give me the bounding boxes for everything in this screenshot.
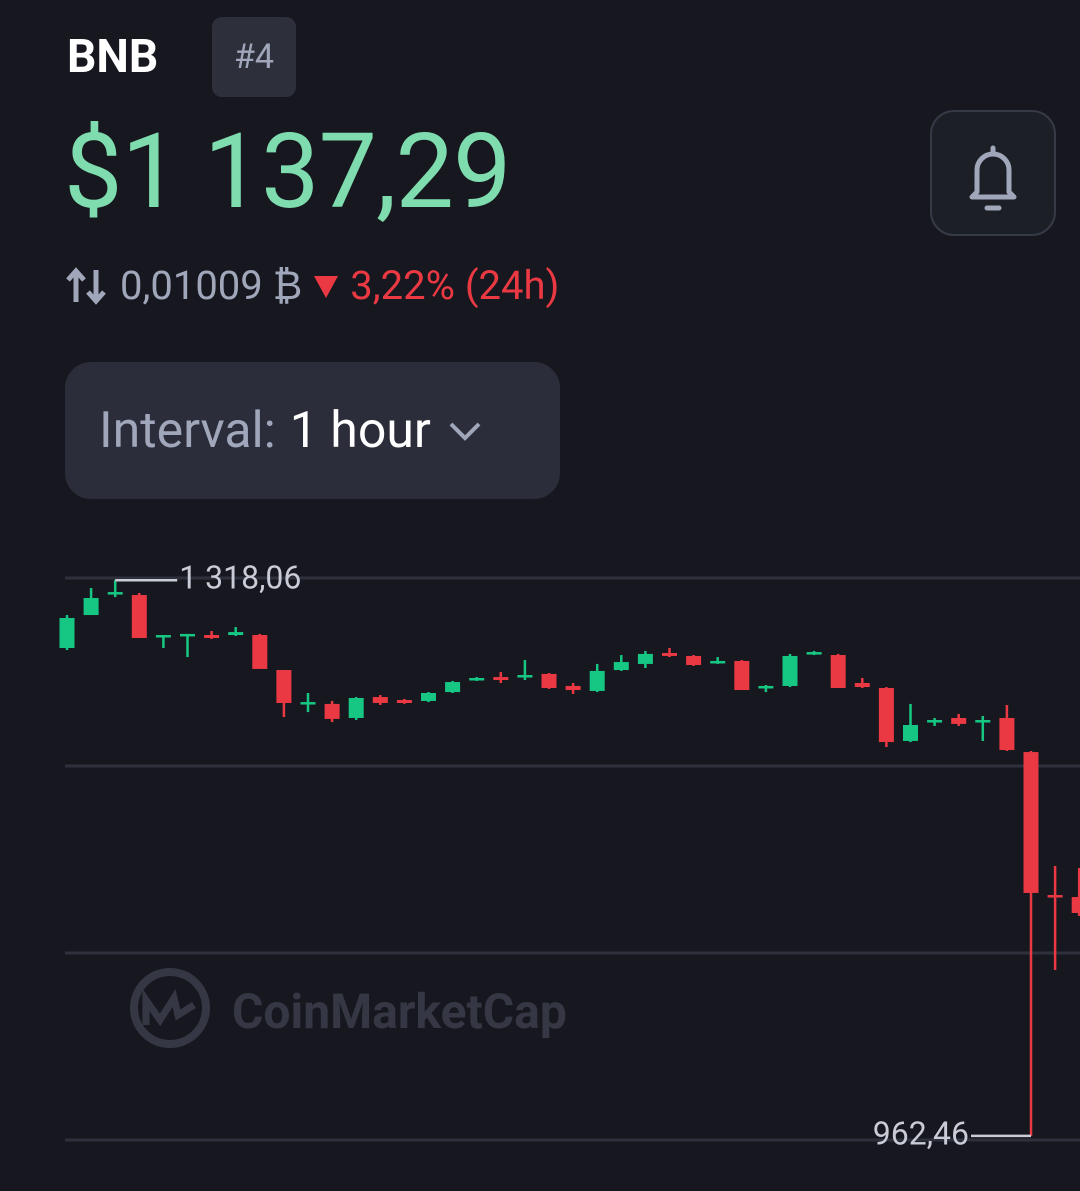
annotation-label: 1 318,06 — [179, 559, 301, 597]
coin-price: $1 137,29 — [64, 112, 511, 233]
candle-body — [421, 692, 436, 701]
candle-body — [228, 632, 244, 636]
candle-body — [252, 635, 268, 669]
interval-label: Interval: — [99, 401, 276, 460]
candle-body — [565, 685, 581, 691]
candle-body — [589, 670, 605, 691]
candle-body — [59, 617, 75, 648]
candle-body — [637, 653, 653, 664]
price-stats: 0,01009 ₿ 3,22% (24h) — [64, 262, 559, 309]
candle-body — [878, 687, 894, 743]
candle-body — [493, 677, 509, 681]
candle-body — [131, 595, 147, 638]
candle-body — [348, 697, 364, 718]
candle-body — [1047, 895, 1063, 898]
candle-body — [324, 703, 340, 719]
bell-icon — [969, 145, 1017, 211]
candle-body — [758, 685, 774, 689]
candle-body — [469, 677, 485, 681]
change-value: 3,22% — [350, 262, 455, 309]
candle-body — [396, 700, 412, 703]
alert-button[interactable] — [930, 110, 1056, 236]
candle-body — [276, 670, 292, 703]
candle-body — [107, 592, 123, 595]
annotation-label: 962,46 — [873, 1114, 969, 1152]
candle-body — [806, 652, 822, 655]
candle-body — [445, 682, 461, 693]
candle-body — [1071, 897, 1080, 913]
candle-body — [854, 682, 870, 688]
interval-value: 1 hour — [289, 401, 431, 460]
candle-body — [782, 655, 798, 686]
candle-body — [517, 675, 533, 678]
down-arrow — [314, 275, 339, 298]
candle-body — [830, 655, 846, 688]
coin-symbol: BNB — [67, 30, 159, 84]
candle-body — [613, 662, 629, 671]
candle-body — [710, 660, 726, 664]
candle-body — [83, 597, 99, 616]
candle-body — [975, 720, 991, 723]
candle-body — [999, 717, 1015, 751]
candle-body — [951, 717, 967, 724]
watermark-text: CoinMarketCap — [232, 983, 567, 1040]
candle-body — [204, 635, 220, 638]
chevron — [449, 422, 481, 441]
candle-body — [372, 697, 388, 703]
candle-body — [662, 652, 677, 656]
coin-rank: #4 — [212, 17, 296, 97]
interval-dropdown[interactable]: Interval: 1 hour — [65, 362, 560, 499]
candle-body — [927, 720, 943, 723]
swap-icon — [66, 266, 106, 305]
change-period: (24h) — [464, 262, 560, 309]
btc-price: 0,01009 ₿ — [120, 262, 303, 309]
price-change: 3,22% (24h) — [350, 262, 559, 309]
watermark: CoinMarketCap — [130, 968, 567, 1048]
candle-body — [300, 702, 316, 705]
candle-body — [903, 725, 918, 741]
candle-body — [541, 673, 557, 688]
candle-body — [180, 633, 195, 637]
candle-body — [734, 660, 750, 691]
candle-body — [155, 635, 171, 638]
candle-body — [686, 655, 702, 666]
candle-body — [1023, 752, 1039, 893]
grid — [65, 576, 1080, 1142]
